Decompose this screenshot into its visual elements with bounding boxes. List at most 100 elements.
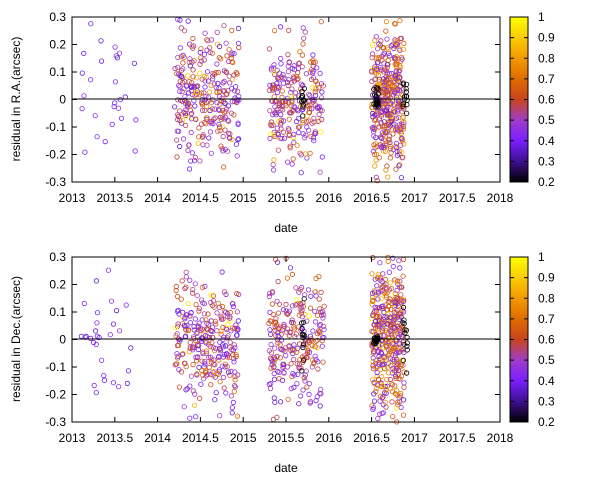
scatter-point bbox=[183, 274, 189, 280]
scatter-point bbox=[217, 346, 223, 352]
scatter-point bbox=[317, 403, 323, 409]
scatter-point bbox=[225, 321, 231, 327]
y-tick-label: -0.2 bbox=[45, 148, 66, 162]
scatter-point bbox=[320, 359, 326, 365]
scatter-point bbox=[88, 21, 94, 27]
scatter-point bbox=[373, 174, 379, 180]
scatter-point bbox=[401, 380, 407, 386]
scatter-point bbox=[207, 129, 214, 135]
scatter-point bbox=[272, 327, 278, 333]
scatter-point bbox=[316, 296, 322, 302]
scatter-point bbox=[307, 150, 313, 156]
scatter-point bbox=[401, 369, 407, 375]
colorbar-tick-label: 1 bbox=[538, 250, 545, 264]
scatter-point bbox=[285, 69, 291, 75]
scatter-point bbox=[192, 316, 198, 322]
colorbar-ra: 0.2 0.3 0.4 0.5 0.6 0.7 0.8 0.9 1 bbox=[509, 10, 555, 189]
scatter-point bbox=[225, 352, 231, 358]
scatter-point bbox=[81, 93, 87, 99]
scatter-point bbox=[91, 382, 97, 389]
scatter-point bbox=[223, 291, 229, 298]
scatter-point bbox=[110, 380, 117, 386]
scatter-point bbox=[225, 369, 232, 375]
scatter-point bbox=[203, 373, 209, 379]
scatter-point bbox=[117, 97, 123, 103]
scatter-point bbox=[268, 365, 274, 371]
scatter-point bbox=[312, 353, 318, 359]
scatter-point bbox=[298, 365, 304, 371]
scatter-point bbox=[318, 289, 324, 295]
scatter-point bbox=[198, 46, 204, 52]
scatter-point bbox=[289, 373, 295, 380]
scatter-point bbox=[381, 123, 388, 129]
scatter-point bbox=[313, 356, 319, 363]
scatter-point bbox=[313, 275, 319, 282]
scatter-point bbox=[266, 320, 272, 326]
y-tick-label: -0.2 bbox=[45, 388, 66, 402]
scatter-point bbox=[296, 289, 302, 295]
scatter-point bbox=[188, 373, 194, 379]
colorbar-tick-label: 0.5 bbox=[538, 353, 555, 367]
scatter-point bbox=[287, 329, 293, 335]
scatter-point bbox=[295, 108, 301, 114]
scatter-point bbox=[384, 62, 390, 68]
scatter-point bbox=[379, 135, 385, 142]
scatter-point bbox=[369, 294, 376, 300]
scatter-point bbox=[183, 83, 189, 89]
scatter-point bbox=[191, 327, 197, 333]
scatter-point bbox=[299, 64, 305, 70]
scatter-point bbox=[379, 374, 385, 380]
scatter-point bbox=[188, 158, 194, 164]
scatter-point bbox=[226, 118, 232, 124]
scatter-point bbox=[214, 310, 220, 316]
x-tick-label: 2018 bbox=[487, 191, 514, 205]
scatter-point bbox=[398, 373, 405, 379]
scatter-point bbox=[398, 175, 404, 181]
scatter-point bbox=[304, 354, 310, 361]
scatter-point bbox=[94, 134, 100, 140]
scatter-point bbox=[400, 256, 407, 262]
scatter-point bbox=[385, 104, 391, 111]
scatter-point bbox=[193, 116, 199, 123]
scatter-point bbox=[306, 109, 313, 116]
scatter-point bbox=[314, 331, 320, 337]
scatter-point bbox=[220, 88, 226, 94]
scatter-point bbox=[195, 354, 201, 361]
scatter-point bbox=[290, 156, 296, 162]
scatter-point bbox=[299, 89, 305, 95]
scatter-point bbox=[224, 364, 230, 370]
scatter-point bbox=[234, 71, 240, 77]
scatter-point bbox=[199, 358, 205, 364]
scatter-point bbox=[229, 50, 235, 56]
scatter-point bbox=[187, 345, 193, 351]
colorbar-tick-label: 0.7 bbox=[538, 312, 555, 326]
scatter-point bbox=[306, 349, 313, 355]
scatter-point bbox=[194, 330, 200, 337]
scatter-point bbox=[280, 80, 286, 86]
scatter-point bbox=[133, 117, 139, 123]
scatter-point bbox=[223, 109, 229, 115]
scatter-point bbox=[217, 379, 223, 385]
x-tick-label: 2016 bbox=[315, 191, 342, 205]
scatter-point bbox=[376, 41, 382, 47]
scatter-point bbox=[312, 319, 319, 325]
scatter-point bbox=[400, 320, 406, 326]
scatter-point bbox=[183, 387, 189, 393]
scatter-point bbox=[217, 43, 223, 50]
scatter-point bbox=[194, 371, 200, 377]
scatter-point bbox=[321, 303, 327, 309]
scatter-point bbox=[215, 300, 221, 306]
scatter-point bbox=[181, 136, 187, 142]
scatter-point bbox=[232, 369, 238, 375]
scatter-point bbox=[379, 395, 385, 401]
scatter-point bbox=[196, 343, 202, 349]
scatter-point bbox=[284, 79, 291, 86]
scatter-point bbox=[392, 143, 399, 149]
y-tick-label: 0 bbox=[59, 93, 66, 107]
scatter-point bbox=[209, 50, 215, 56]
scatter-point bbox=[187, 415, 193, 421]
scatter-point bbox=[192, 92, 198, 98]
scatter-point bbox=[219, 269, 225, 275]
scatter-point bbox=[271, 363, 277, 370]
scatter-point bbox=[115, 105, 122, 111]
